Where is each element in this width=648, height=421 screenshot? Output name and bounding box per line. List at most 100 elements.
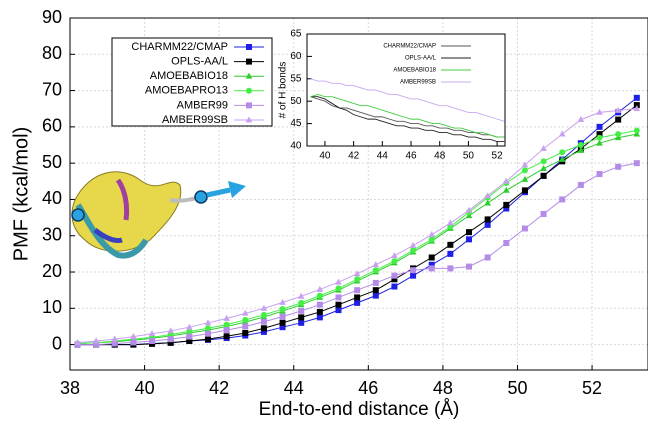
data-point — [466, 236, 473, 243]
data-point — [335, 278, 342, 285]
data-point — [279, 306, 286, 313]
data-point — [372, 279, 379, 286]
data-point — [246, 87, 252, 94]
data-point — [521, 175, 529, 182]
data-point — [428, 231, 436, 238]
y-tick-label: 50 — [42, 152, 62, 172]
data-point — [372, 287, 379, 294]
data-point — [466, 229, 473, 236]
x-tick-label: 48 — [434, 151, 446, 162]
data-point — [245, 116, 253, 123]
legend-label: AMBER99 — [177, 99, 228, 111]
data-point — [242, 323, 249, 330]
data-point — [391, 252, 398, 259]
data-point — [354, 294, 361, 301]
x-tick-label: 52 — [582, 378, 602, 398]
data-point — [149, 337, 156, 344]
data-point — [391, 276, 398, 283]
data-point — [466, 263, 473, 270]
data-point — [391, 258, 398, 265]
y-tick-label: 30 — [42, 224, 62, 244]
data-point — [596, 131, 603, 138]
data-point — [614, 106, 622, 113]
data-point — [186, 337, 193, 344]
legend-label: AMBER99SB — [162, 114, 228, 126]
data-point — [391, 283, 398, 290]
data-point — [503, 201, 510, 208]
data-point — [186, 333, 193, 340]
y-tick-label: 45 — [290, 118, 302, 129]
data-point — [633, 130, 641, 137]
legend-label: AMOEBAPRO13 — [145, 85, 228, 97]
data-point — [223, 321, 230, 328]
legend-label: AMOEBABIO18 — [150, 70, 228, 82]
data-point — [246, 44, 252, 50]
y-tick-label: 80 — [42, 43, 62, 63]
data-point — [447, 250, 454, 257]
data-point — [577, 181, 584, 188]
y-tick-label: 20 — [42, 261, 62, 281]
data-point — [410, 272, 417, 279]
data-point — [279, 319, 286, 326]
data-point — [298, 314, 305, 321]
data-point — [353, 270, 361, 277]
data-point — [410, 247, 417, 254]
data-point — [596, 134, 603, 141]
x-tick-label: 44 — [377, 151, 389, 162]
data-point — [521, 161, 529, 168]
data-point — [167, 339, 174, 346]
data-point — [615, 163, 622, 170]
data-point — [241, 309, 249, 316]
series-line — [310, 96, 505, 138]
data-point — [316, 314, 323, 321]
data-point — [409, 241, 417, 248]
x-tick-label: 40 — [135, 378, 155, 398]
data-point — [279, 324, 286, 331]
data-point — [335, 307, 342, 314]
data-point — [246, 102, 252, 109]
data-point — [186, 323, 193, 330]
y-tick-label: 90 — [42, 7, 62, 27]
y-tick-label: 70 — [42, 79, 62, 99]
x-tick-label: 50 — [507, 378, 527, 398]
data-point — [111, 335, 119, 342]
data-point — [633, 160, 640, 167]
y-tick-label: 55 — [290, 73, 302, 84]
data-point — [596, 108, 603, 115]
data-point — [246, 58, 252, 65]
data-point — [279, 298, 286, 305]
data-point — [245, 72, 253, 79]
data-point — [260, 325, 267, 332]
data-point — [372, 292, 379, 299]
data-point — [242, 329, 249, 336]
data-point — [204, 319, 212, 326]
data-point — [335, 301, 342, 308]
data-point — [502, 186, 510, 193]
data-point — [596, 139, 603, 146]
x-tick-label: 52 — [492, 151, 504, 162]
y-axis-label: # of H bonds — [278, 62, 289, 119]
x-tick-label: 44 — [284, 378, 304, 398]
data-point — [204, 336, 211, 343]
data-point — [223, 314, 230, 321]
data-point — [447, 219, 454, 226]
data-point — [428, 236, 435, 243]
data-point — [297, 292, 305, 299]
data-point — [540, 210, 547, 217]
data-point — [503, 205, 510, 212]
data-point — [372, 261, 380, 268]
data-point — [130, 333, 137, 340]
data-point — [465, 206, 473, 213]
data-point — [223, 333, 230, 340]
data-point — [335, 285, 342, 292]
data-point — [559, 196, 566, 203]
y-tick-label: 65 — [290, 29, 302, 40]
data-point — [614, 134, 622, 141]
x-tick-label: 38 — [60, 378, 80, 398]
x-tick-label: 42 — [348, 151, 360, 162]
series-line — [310, 78, 505, 122]
x-tick-label: 40 — [319, 151, 331, 162]
data-point — [521, 225, 528, 232]
y-tick-label: 60 — [290, 51, 302, 62]
data-point — [465, 212, 473, 219]
